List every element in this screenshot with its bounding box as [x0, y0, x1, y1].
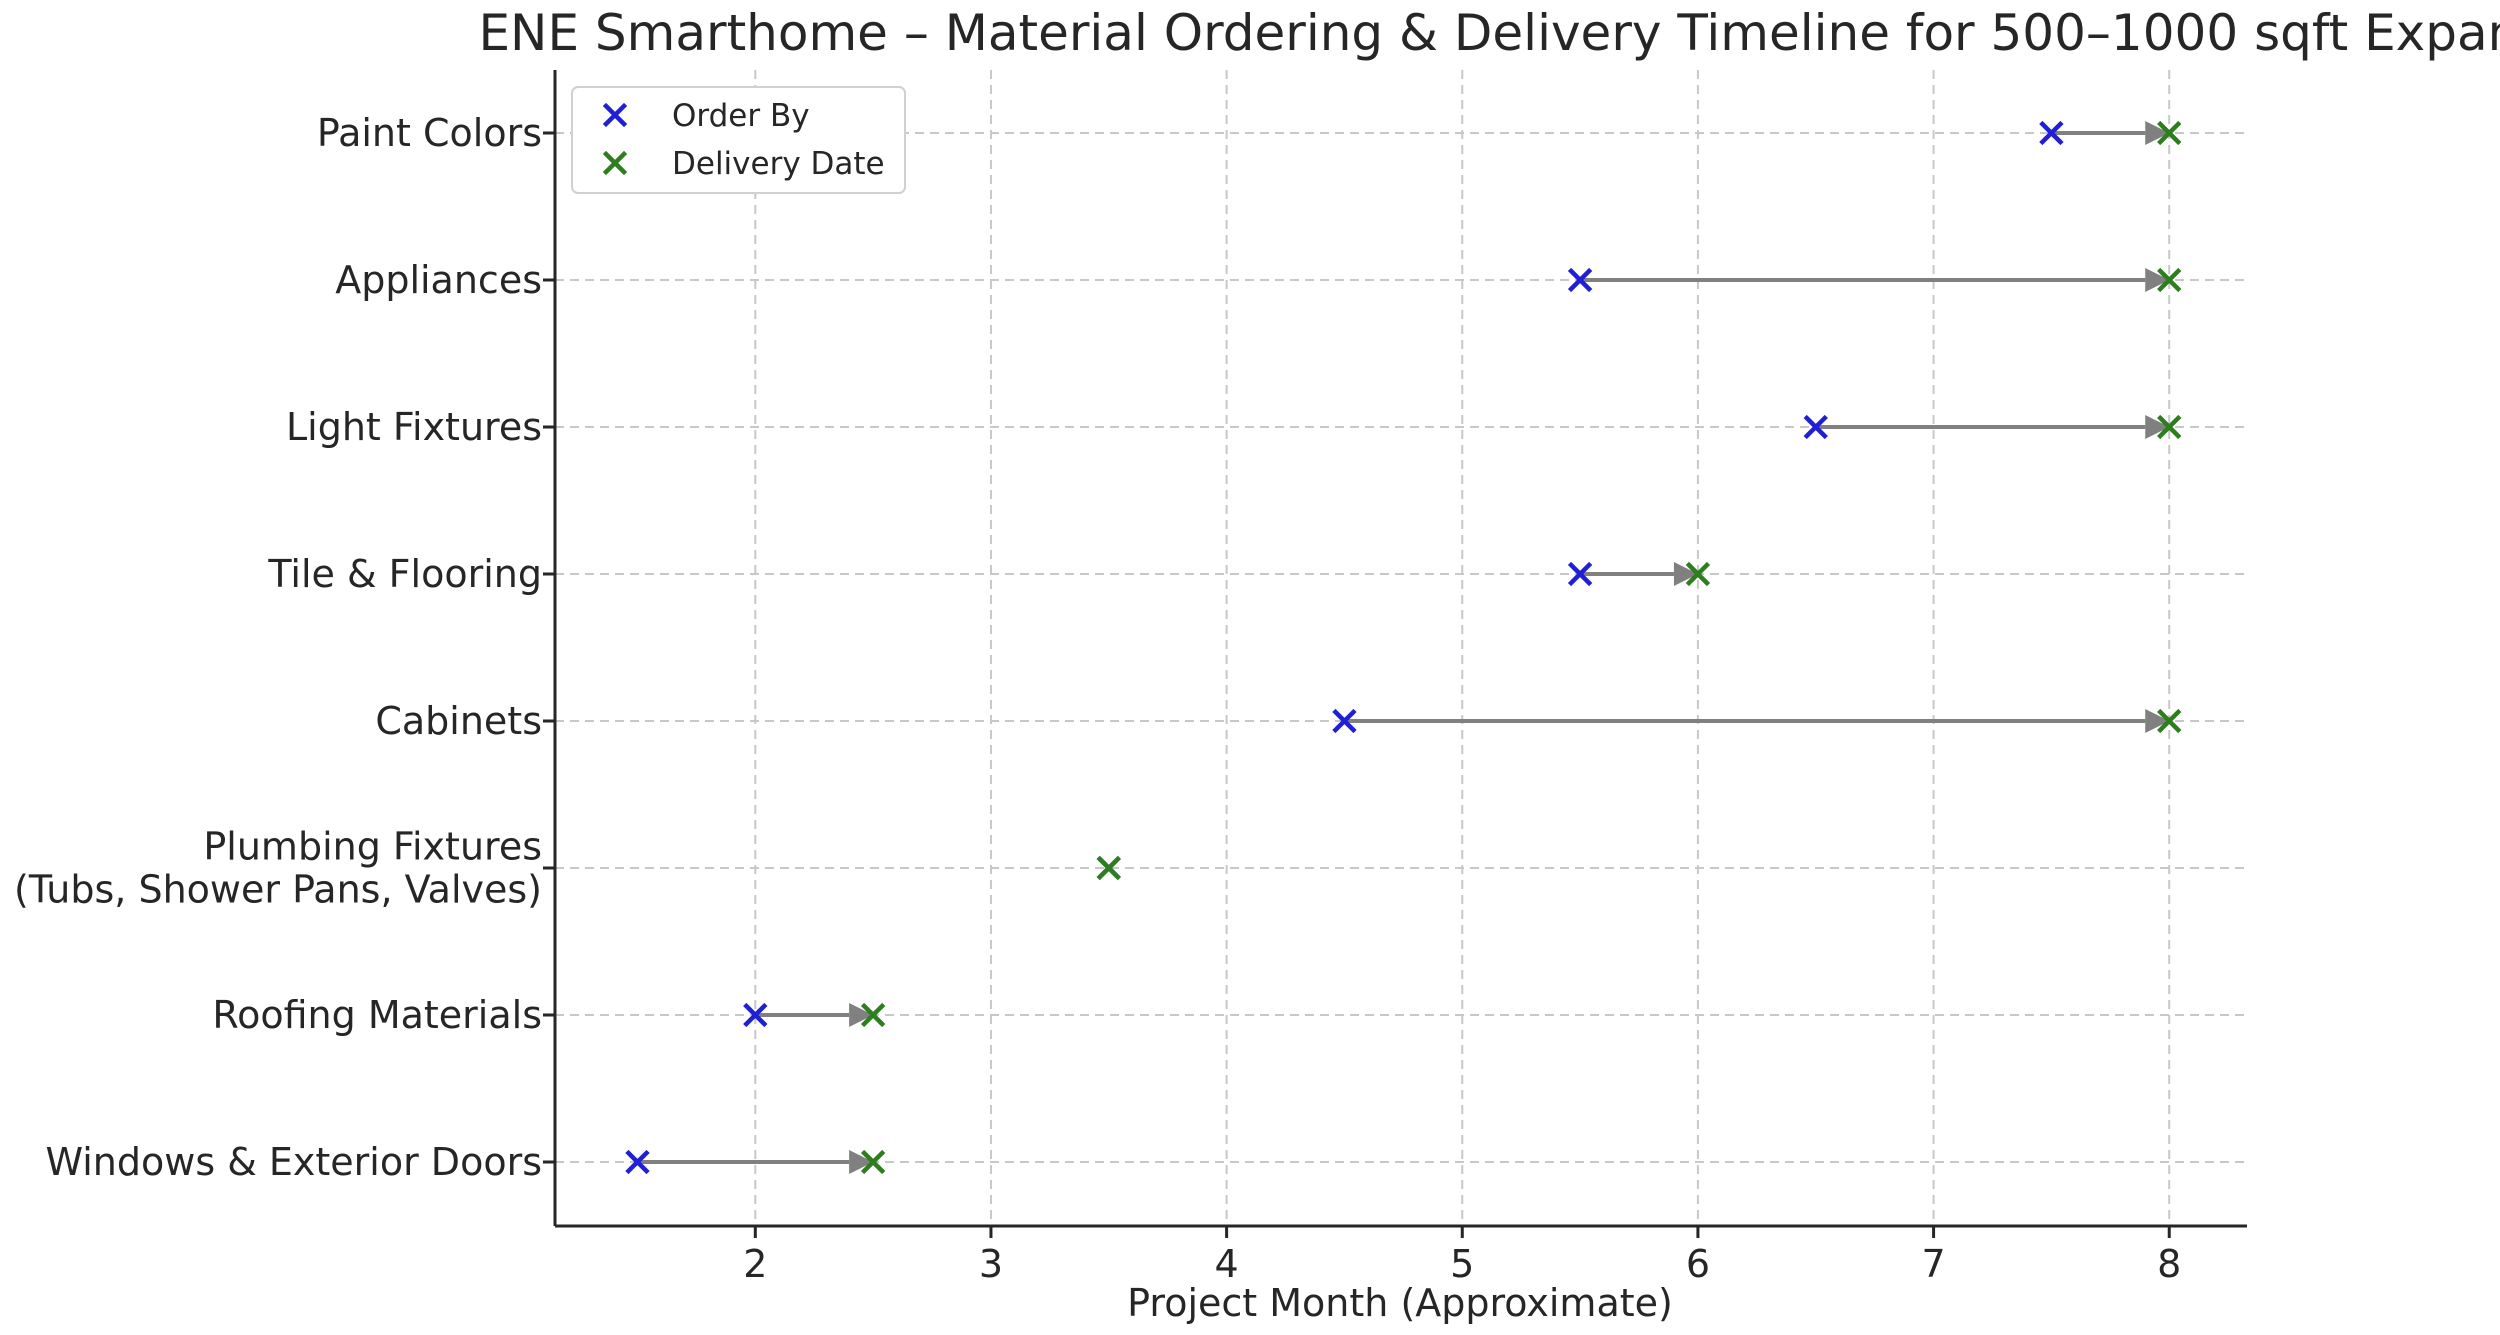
delivery-date-marker — [2157, 120, 2182, 146]
legend-order-by-marker-shape — [602, 102, 628, 128]
order-by-marker-shape — [2039, 120, 2064, 146]
delivery-date-marker-shape — [2157, 120, 2182, 146]
delivery-date-marker-shape — [2157, 267, 2182, 293]
legend-order-by-marker — [602, 102, 628, 128]
y-tick-labels: Windows & Exterior Doors Roofing Material… — [14, 111, 542, 1184]
x-tick-labels: 2 3 4 5 6 7 8 — [743, 1242, 2181, 1286]
order-by-marker — [1803, 414, 1828, 440]
y-tick-label: Paint Colors — [317, 111, 542, 155]
legend-delivery-date-marker-shape — [602, 150, 628, 176]
delivery-date-marker-shape — [2157, 414, 2182, 440]
delivery-date-marker-shape — [860, 1149, 886, 1175]
arrow-head — [1673, 562, 1698, 586]
arrow-layer — [637, 121, 2170, 1174]
x-tick-label: 2 — [743, 1242, 767, 1286]
arrow-head — [2145, 709, 2170, 733]
x-tick-label: 6 — [1686, 1242, 1710, 1286]
legend-order-by-label: Order By — [672, 98, 810, 134]
y-tick-label: Light Fixtures — [286, 405, 542, 449]
x-tick-label: 5 — [1450, 1242, 1474, 1286]
order-by-marker — [2039, 120, 2064, 146]
chart-title: ENE Smarthome – Material Ordering & Deli… — [478, 4, 2500, 62]
order-by-marker — [1332, 708, 1357, 734]
delivery-date-marker — [860, 1002, 886, 1028]
order-by-marker-shape — [1803, 414, 1828, 440]
marker-layer — [625, 120, 2182, 1175]
y-tick-label: Roofing Materials — [212, 993, 542, 1037]
delivery-date-marker — [1685, 561, 1711, 587]
order-by-marker-shape — [743, 1002, 768, 1028]
delivery-date-marker — [2157, 414, 2182, 440]
y-tick-label: Plumbing Fixtures (Tubs, Shower Pans, Val… — [14, 825, 542, 912]
x-tick-label: 8 — [2157, 1242, 2181, 1286]
legend: Order By Delivery Date — [571, 86, 906, 194]
arrow-head — [2145, 268, 2170, 292]
y-tick-label: Tile & Flooring — [267, 552, 542, 596]
order-by-marker-shape — [1332, 708, 1357, 734]
legend-delivery-date-marker — [602, 150, 628, 176]
order-by-marker — [743, 1002, 768, 1028]
delivery-date-marker-shape — [860, 1002, 886, 1028]
x-tick-label: 4 — [1215, 1242, 1239, 1286]
arrow-head — [2145, 121, 2170, 145]
legend-box — [571, 86, 906, 194]
x-axis-label: Project Month (Approximate) — [1127, 1281, 1673, 1325]
delivery-date-marker — [2157, 267, 2182, 293]
arrow-head — [849, 1003, 874, 1027]
legend-delivery-date-label: Delivery Date — [672, 146, 885, 182]
delivery-date-marker-shape — [1096, 855, 1121, 881]
y-tick-label: Windows & Exterior Doors — [45, 1140, 542, 1184]
order-by-marker — [1567, 267, 1593, 293]
arrow-head — [2145, 415, 2170, 439]
x-tick-label: 3 — [979, 1242, 1003, 1286]
order-by-marker-shape — [1567, 561, 1593, 587]
delivery-date-marker-shape — [2157, 708, 2182, 734]
x-tick-label: 7 — [1921, 1242, 1945, 1286]
y-tick-label: Cabinets — [375, 699, 542, 743]
delivery-date-marker — [1096, 855, 1121, 881]
axes-layer — [543, 70, 2247, 1238]
delivery-date-marker — [860, 1149, 886, 1175]
order-by-marker-shape — [625, 1149, 650, 1175]
delivery-date-marker — [2157, 708, 2182, 734]
y-tick-label: Appliances — [335, 258, 542, 302]
arrow-head — [849, 1150, 874, 1174]
grid-layer — [555, 70, 2247, 1226]
delivery-date-marker-shape — [1685, 561, 1711, 587]
order-by-marker-shape — [1567, 267, 1593, 293]
order-by-marker — [625, 1149, 650, 1175]
order-by-marker — [1567, 561, 1593, 587]
